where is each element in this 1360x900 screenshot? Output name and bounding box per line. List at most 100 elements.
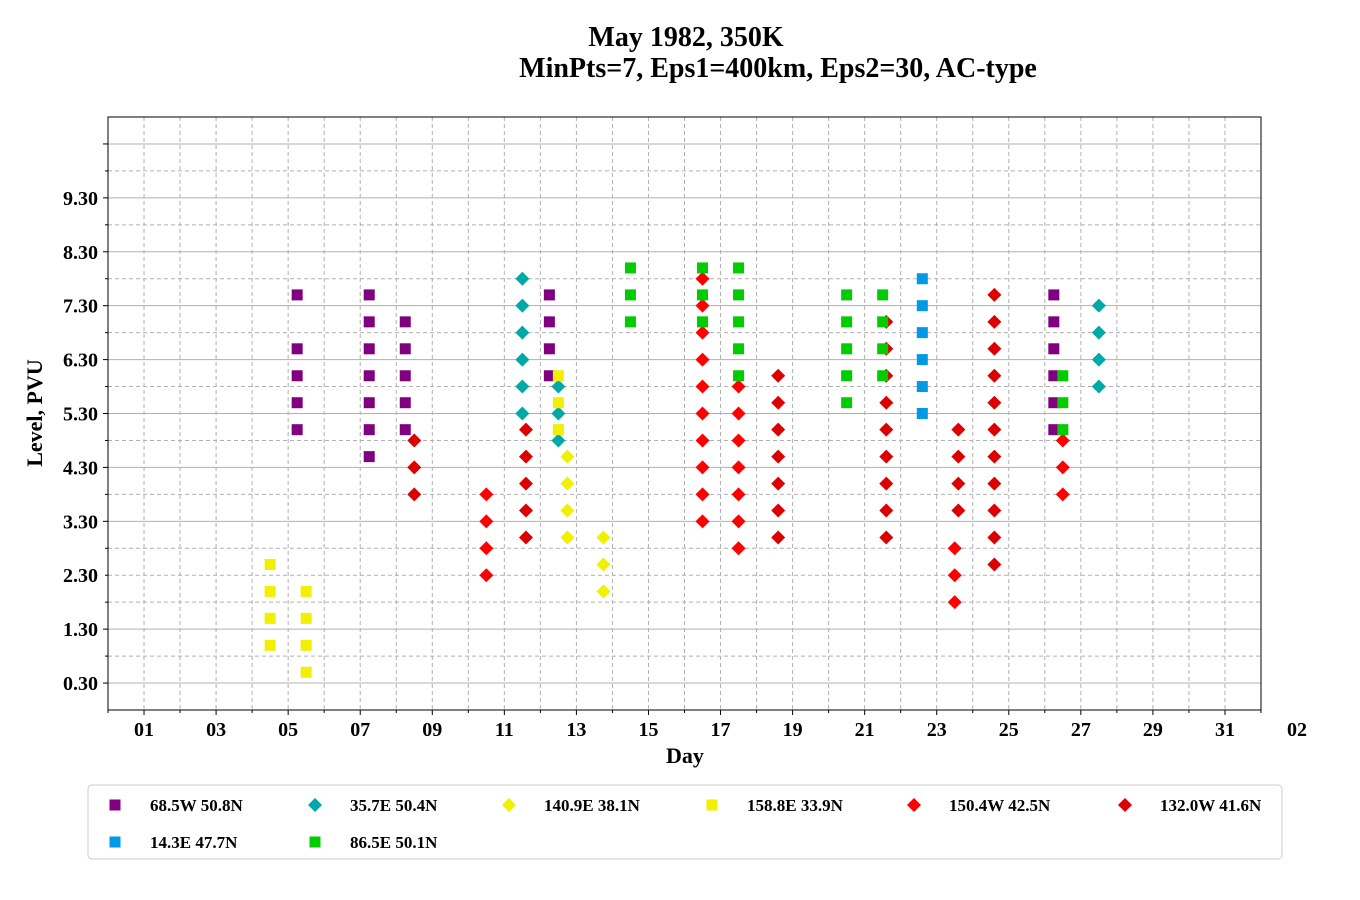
data-point	[291, 397, 303, 409]
data-point	[407, 487, 422, 502]
y-tick-label: 8.30	[63, 242, 98, 264]
data-point	[771, 530, 786, 545]
data-point	[731, 379, 746, 394]
legend-label: 158.8E 33.9N	[747, 796, 844, 815]
data-point	[518, 449, 533, 464]
data-point	[479, 541, 494, 556]
data-point	[697, 316, 709, 328]
data-point	[695, 487, 710, 502]
data-point	[1048, 289, 1060, 301]
series-group	[291, 289, 1060, 463]
data-point	[697, 262, 709, 274]
legend-marker	[308, 798, 322, 812]
legend-box	[87, 784, 1283, 860]
data-point	[916, 381, 928, 393]
legend: 68.5W 50.8N 35.7E 50.4N 140.9E 38.1N 158.8E…	[109, 796, 1262, 852]
legend-label: 140.9E 38.1N	[544, 796, 641, 815]
y-tick-label: 1.30	[63, 619, 98, 641]
data-point	[771, 476, 786, 491]
data-point	[916, 408, 928, 419]
data-point	[624, 289, 636, 301]
data-point	[624, 262, 636, 274]
legend-label: 150.4W 42.5N	[949, 796, 1051, 815]
data-point	[264, 639, 276, 651]
data-point	[947, 541, 962, 556]
data-point	[300, 585, 312, 597]
data-point	[363, 316, 375, 328]
data-point	[551, 433, 566, 448]
legend-item: 86.5E 50.1N	[309, 833, 438, 852]
data-point	[399, 397, 411, 409]
data-point	[987, 395, 1002, 410]
data-point	[1057, 397, 1069, 409]
data-point	[987, 503, 1002, 518]
data-point	[916, 354, 928, 366]
x-tick-label: 15	[638, 719, 658, 741]
data-point	[877, 343, 889, 355]
data-point	[1091, 298, 1106, 313]
legend-item: 140.9E 38.1N	[502, 796, 641, 815]
data-point	[300, 639, 312, 651]
data-point	[1055, 433, 1070, 448]
data-point	[407, 460, 422, 475]
data-point	[947, 595, 962, 610]
data-point	[515, 406, 530, 421]
data-point	[877, 316, 889, 328]
x-tick-label: 17	[711, 719, 731, 741]
data-point	[264, 585, 276, 597]
legend-marker	[109, 836, 121, 848]
data-point	[552, 397, 564, 409]
legend-item: 158.8E 33.9N	[706, 796, 844, 815]
data-point	[1048, 343, 1060, 355]
data-point	[518, 422, 533, 437]
x-tick-label: 09	[422, 719, 442, 741]
data-point	[363, 397, 375, 409]
data-point	[733, 316, 745, 328]
x-tick-label: 11	[495, 719, 514, 741]
data-point	[733, 370, 745, 382]
data-point	[515, 271, 530, 286]
data-point	[695, 433, 710, 448]
data-point	[479, 487, 494, 502]
data-point	[515, 325, 530, 340]
series-group	[479, 271, 1070, 610]
series-group	[560, 449, 611, 599]
data-point	[987, 314, 1002, 329]
data-point	[1091, 379, 1106, 394]
data-point	[291, 289, 303, 301]
data-point	[1055, 487, 1070, 502]
data-point	[1091, 325, 1106, 340]
series-group	[515, 271, 1106, 448]
data-point	[879, 503, 894, 518]
data-point	[560, 476, 575, 491]
data-point	[951, 503, 966, 518]
x-tick-label: 07	[350, 719, 370, 741]
x-tick-label: 02	[1287, 719, 1307, 741]
data-point	[987, 368, 1002, 383]
legend-label: 14.3E 47.7N	[150, 833, 238, 852]
data-point	[879, 530, 894, 545]
x-tick-label: 21	[855, 719, 875, 741]
data-point	[1048, 424, 1060, 436]
data-point	[951, 449, 966, 464]
data-point	[841, 370, 853, 382]
data-point	[731, 514, 746, 529]
data-point	[399, 424, 411, 436]
data-point	[695, 271, 710, 286]
legend-marker	[109, 799, 121, 811]
x-tick-label: 23	[927, 719, 947, 741]
data-point	[987, 557, 1002, 572]
legend-label: 132.0W 41.6N	[1160, 796, 1262, 815]
data-point	[951, 422, 966, 437]
y-tick-label: 3.30	[63, 511, 98, 533]
data-point	[407, 433, 422, 448]
data-point	[987, 422, 1002, 437]
data-point	[879, 395, 894, 410]
data-point	[624, 316, 636, 328]
data-point	[987, 449, 1002, 464]
legend-marker	[907, 798, 921, 812]
x-tick-label: 13	[566, 719, 586, 741]
legend-marker	[706, 799, 718, 811]
data-point	[543, 289, 555, 301]
